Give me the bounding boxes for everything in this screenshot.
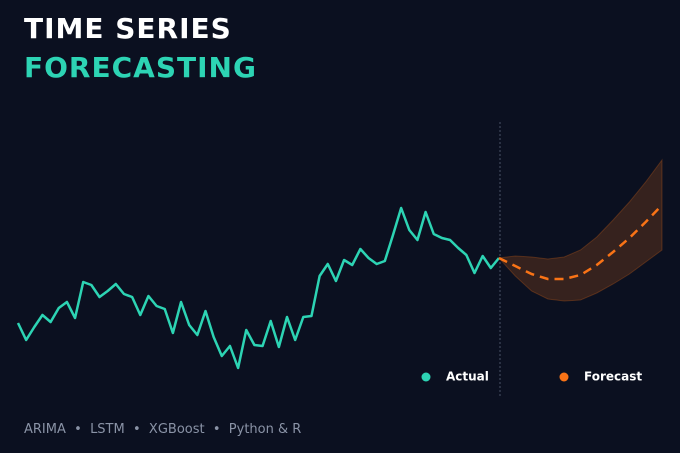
forecast-line <box>498 204 663 281</box>
chart-subtitle: FORECASTING <box>24 51 257 84</box>
plot-area <box>16 158 663 370</box>
forecast-band <box>497 158 663 302</box>
actual-line <box>16 206 500 370</box>
legend-marker <box>421 372 431 382</box>
legend: Actual Forecast <box>421 370 642 384</box>
chart-title: TIME SERIES <box>24 12 232 45</box>
legend-label: Actual <box>446 370 489 384</box>
legend-marker <box>559 372 569 382</box>
legend-label: Forecast <box>584 370 642 384</box>
footer: ARIMA • LSTM • XGBoost • Python & R <box>24 422 301 437</box>
